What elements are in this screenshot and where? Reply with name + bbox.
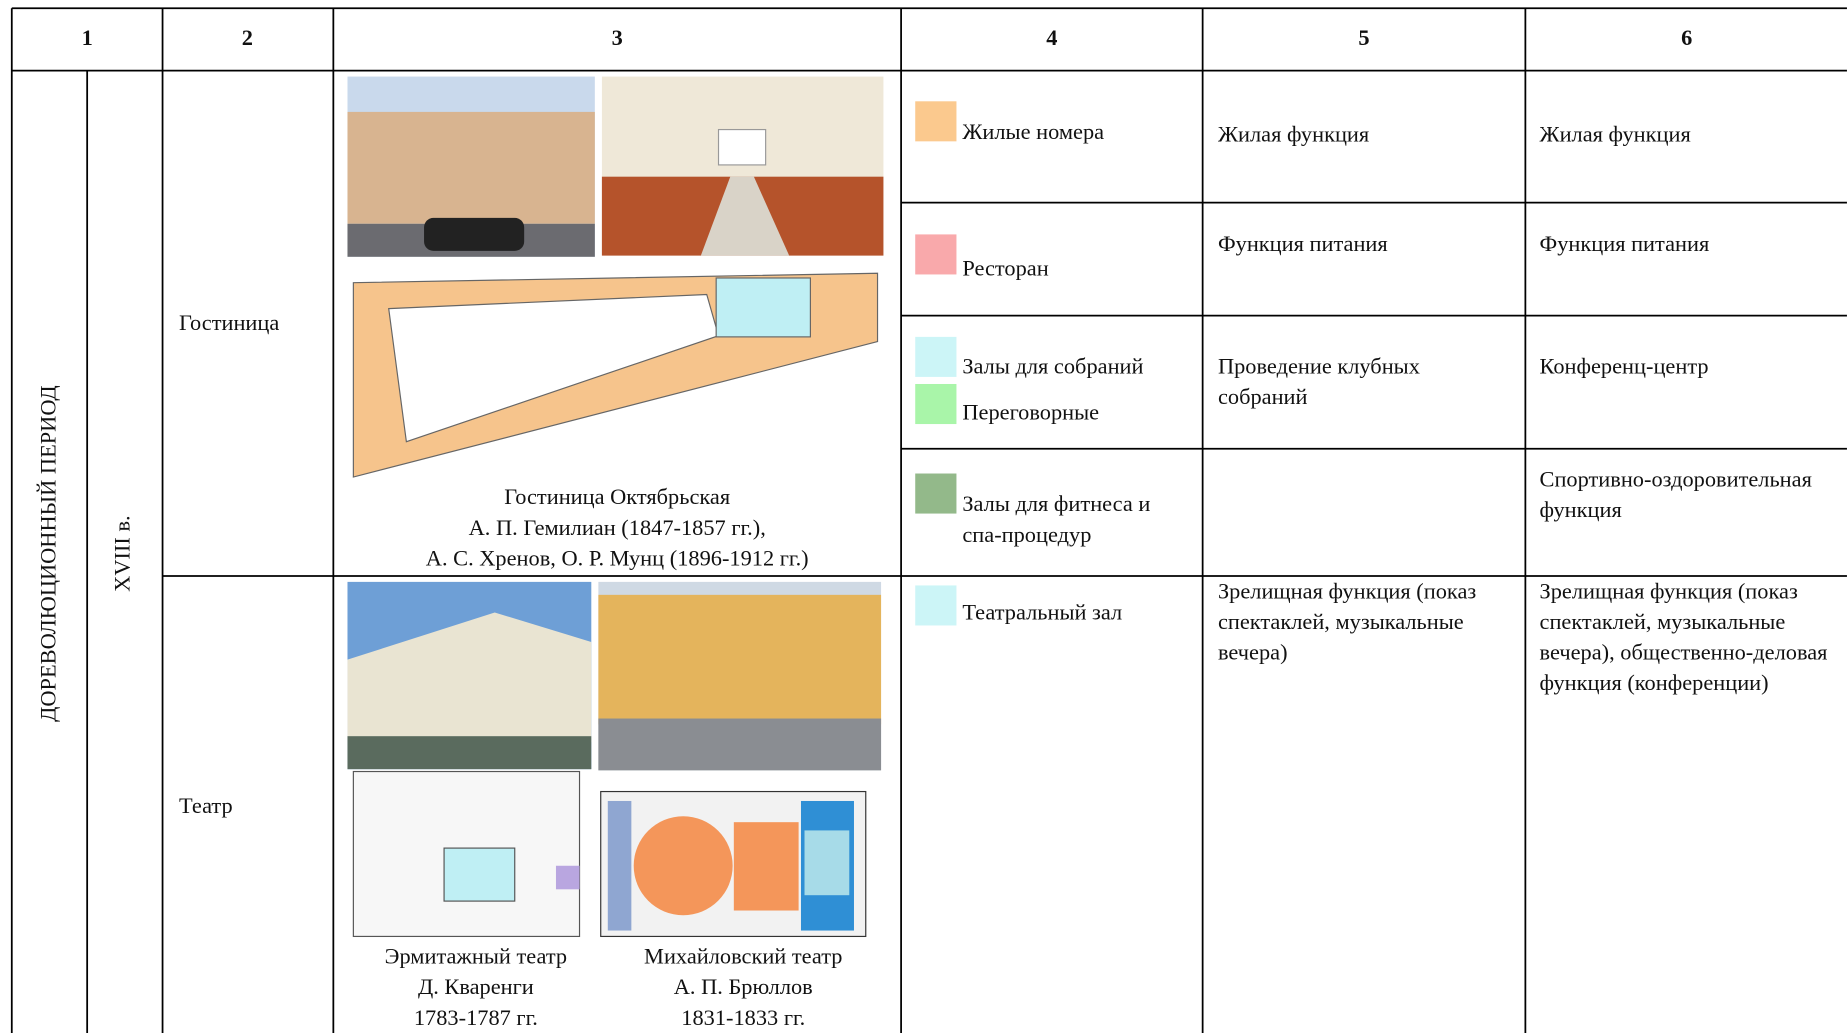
caption-line: Д. Кваренги: [417, 975, 534, 1001]
zone-swatch: [915, 383, 957, 425]
function-text: Проведение клубных собраний: [1217, 354, 1420, 410]
caption-line: 1783-1787 гг.: [413, 1005, 538, 1031]
caption-line: А. П. Брюллов: [673, 975, 813, 1001]
zone-label: Залы для фитнеса и спа-процедур: [962, 492, 1151, 548]
century-label: XVIII в.: [110, 515, 136, 592]
hotel-plan: [352, 272, 879, 478]
hotel-photo: [347, 76, 595, 257]
mikhailovsky-plan: [600, 790, 867, 938]
zone-swatch: [915, 585, 957, 626]
zone-swatch: [915, 336, 957, 377]
caption-line: А. П. Гемилиан (1847-1857 гг.),: [468, 515, 766, 541]
function-text: Функция питания: [1217, 232, 1388, 257]
purpose-text: Жилая функция: [1539, 122, 1691, 148]
header-cell: 4: [1046, 25, 1058, 51]
mikhailovsky-photo: [598, 581, 882, 771]
zone-label: Ресторан: [962, 256, 1049, 282]
header-cell: 6: [1681, 25, 1693, 51]
building-type: Гостиница: [179, 310, 280, 336]
purpose-text: Конференц-центр: [1539, 354, 1709, 380]
header-cell: 2: [241, 25, 253, 51]
header-cell: 5: [1358, 25, 1370, 51]
header-cell: 1: [81, 25, 93, 51]
function-text: Жилая функция: [1217, 122, 1370, 148]
hermitage-photo: [347, 581, 592, 770]
zone-label: Жилые номера: [962, 120, 1105, 145]
caption-line: Михайловский театр: [644, 944, 843, 970]
hall-photo: [601, 76, 884, 256]
zone-swatch: [915, 234, 957, 275]
header-cell: 3: [611, 25, 623, 51]
caption-line: Эрмитажный театр: [384, 944, 568, 970]
hermitage-plan: [352, 770, 581, 938]
zone-label: Театральный зал: [962, 600, 1123, 626]
zone-label: Залы для собраний: [962, 354, 1144, 380]
zone-label: Переговорные: [962, 400, 1100, 426]
caption-line: Гостиница Октябрьская: [504, 485, 731, 511]
purpose-text: Спортивно-оздоровительная функция: [1539, 467, 1812, 523]
building-type: Театр: [179, 793, 233, 819]
function-text: Зрелищная функция (показ спектаклей, муз…: [1217, 579, 1477, 666]
caption-line: 1831-1833 гг.: [681, 1005, 806, 1031]
caption-line: А. С. Хренов, О. Р. Мунц (1896-1912 гг.): [425, 546, 809, 572]
purpose-text: Зрелищная функция (показ спектаклей, муз…: [1539, 579, 1828, 697]
grid-lines: [10, 7, 1847, 1034]
purpose-text: Функция питания: [1539, 232, 1710, 257]
period-label: ДОРЕВОЛЮЦИОННЫЙ ПЕРИОД: [36, 385, 62, 722]
zone-swatch: [915, 101, 957, 142]
zone-swatch: [915, 473, 957, 514]
